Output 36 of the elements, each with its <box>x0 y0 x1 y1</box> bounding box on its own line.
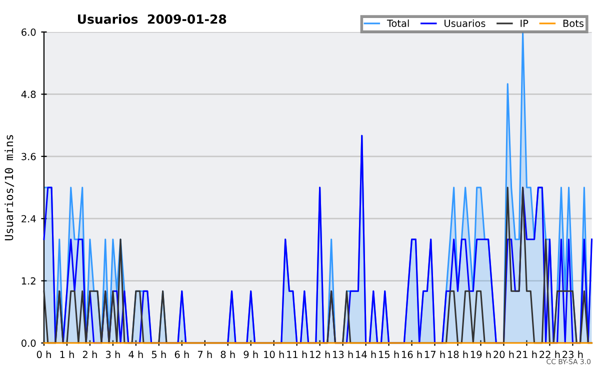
x-tick-label: 12 h <box>310 350 330 358</box>
x-tick-label: 21 h <box>516 350 537 358</box>
x-tick-label: 19 h <box>471 350 491 358</box>
x-tick-label: 20 h <box>494 350 514 358</box>
y-tick-label: 3.6 <box>22 152 36 160</box>
x-tick-label: 2 h <box>82 350 97 358</box>
x-tick-label: 13 h <box>333 350 353 358</box>
x-tick-label: 0 h <box>36 350 51 358</box>
legend-label: IP <box>520 20 528 27</box>
x-tick-label: 16 h <box>402 350 422 358</box>
x-tick-label: 10 h <box>264 350 284 358</box>
y-axis-title: Usuarios/10 mins <box>4 135 14 240</box>
x-tick-label: 18 h <box>448 350 468 358</box>
x-tick-label: 14 h <box>356 350 376 358</box>
y-tick-label: 1.2 <box>22 277 36 284</box>
x-tick-label: 8 h <box>220 350 235 358</box>
x-tick-label: 11 h <box>287 350 307 358</box>
y-tick-label: 4.8 <box>21 90 36 98</box>
x-tick-label: 5 h <box>152 350 166 358</box>
chart-title: Usuarios 2009-01-28 <box>78 14 226 24</box>
y-tick-label: 0.0 <box>22 339 36 347</box>
x-tick-label: 15 h <box>379 350 399 358</box>
legend-label: Total <box>386 19 409 28</box>
x-tick-label: 6 h <box>174 350 189 358</box>
legend-label: Bots <box>563 20 584 28</box>
x-tick-label: 9 h <box>244 350 258 358</box>
y-tick-label: 2.4 <box>22 215 36 222</box>
x-tick-label: 22 h <box>540 350 560 358</box>
x-tick-label: 4 h <box>128 350 143 358</box>
y-tick-label: 6.0 <box>22 28 36 36</box>
legend-label: Usuarios <box>444 19 486 28</box>
x-tick-label: 23 h <box>562 350 583 358</box>
x-tick-label: 17 h <box>425 350 445 358</box>
x-tick-label: 3 h <box>106 350 120 358</box>
x-tick-label: 1 h <box>60 350 74 358</box>
x-tick-label: 7 h <box>198 350 212 358</box>
